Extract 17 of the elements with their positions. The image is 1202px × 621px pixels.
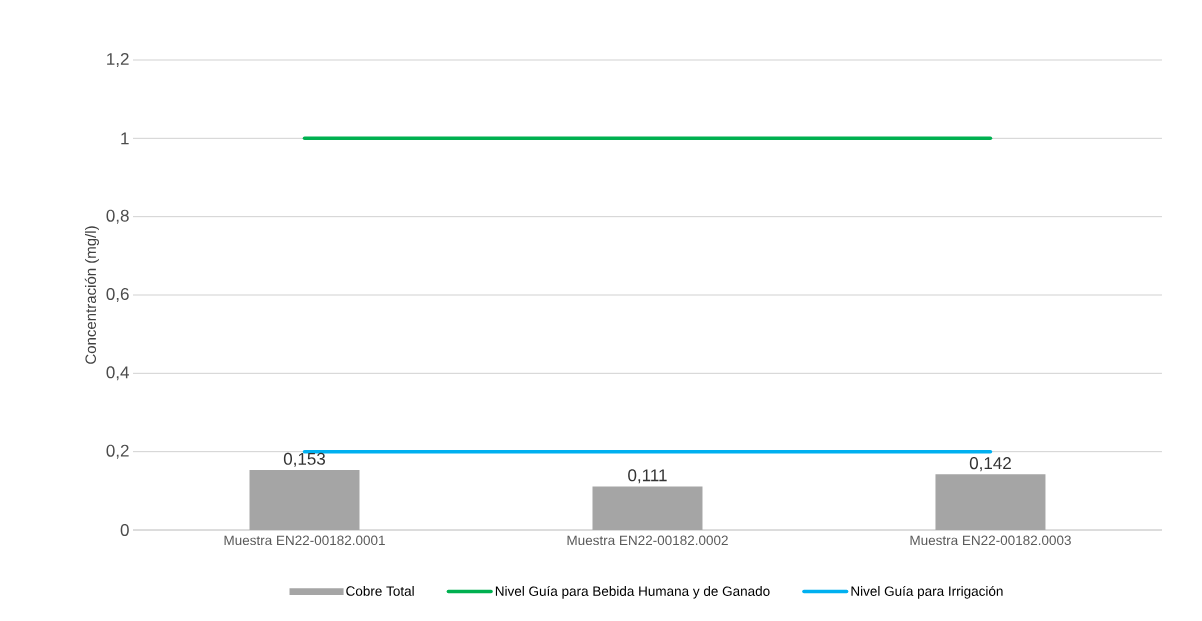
y-tick-label: 0,2 [106, 444, 129, 459]
legend-label: Nivel Guía para Bebida Humana y de Ganado [495, 585, 770, 599]
y-tick-label: 0,4 [106, 366, 129, 381]
legend-label: Cobre Total [346, 585, 414, 596]
x-tick-label: Muestra EN22-00182.0002 [567, 535, 728, 546]
data-label: 0,153 [283, 452, 326, 467]
x-tick-label: Muestra EN22-00182.0001 [224, 535, 385, 546]
legend-label: Nivel Guía para Irrigación [851, 585, 1003, 599]
y-tick-label: 0,6 [106, 287, 129, 303]
y-tick-label: 0,8 [106, 209, 129, 224]
x-tick-label: Muestra EN22-00182.0003 [910, 535, 1071, 546]
y-tick-label: 0 [120, 523, 129, 537]
data-label: 0,111 [628, 469, 667, 484]
y-axis-title: Concentración (mg/l) [84, 226, 99, 364]
y-tick-label: 1 [121, 132, 129, 145]
data-label: 0,142 [969, 457, 1011, 472]
y-tick-label: 1,2 [107, 52, 129, 68]
